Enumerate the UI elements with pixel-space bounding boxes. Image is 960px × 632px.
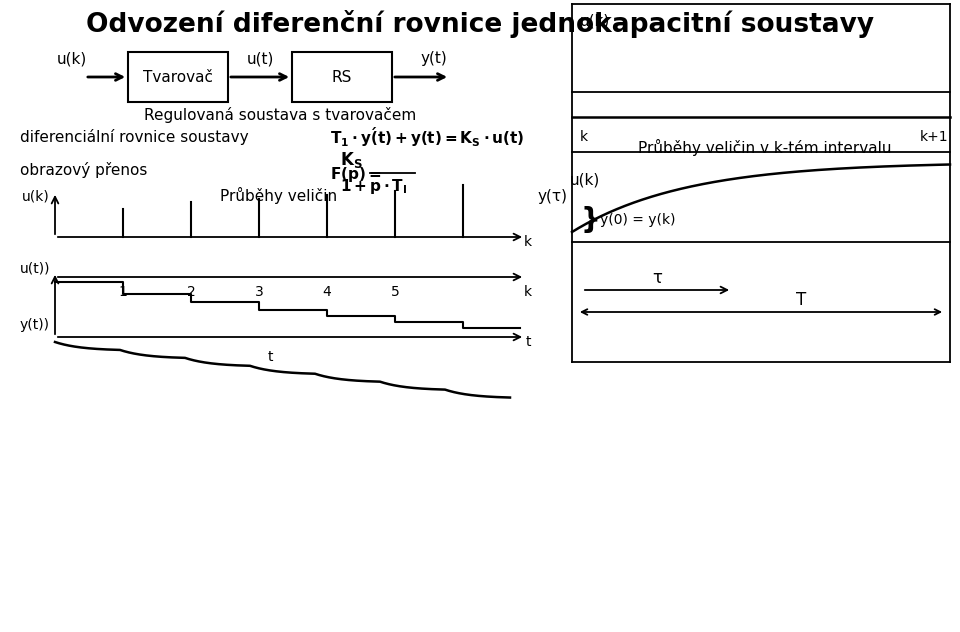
- Text: $\mathbf{K_S}$: $\mathbf{K_S}$: [340, 150, 363, 170]
- Text: $\mathbf{F(p) =}$: $\mathbf{F(p) =}$: [330, 166, 381, 185]
- Text: T: T: [796, 291, 806, 309]
- Text: 2: 2: [186, 285, 196, 299]
- Text: $\mathbf{T_1 \cdot y\'(t) + y(t) = K_S \cdot u(t)}$: $\mathbf{T_1 \cdot y\'(t) + y(t) = K_S \…: [330, 125, 524, 149]
- Text: k: k: [580, 130, 588, 144]
- Text: y(0) = y(k): y(0) = y(k): [600, 213, 676, 227]
- Text: Průběhy veličin: Průběhy veličin: [220, 186, 337, 204]
- Text: RS: RS: [332, 70, 352, 85]
- Text: Tvarovač: Tvarovač: [143, 70, 213, 85]
- Text: τ: τ: [652, 269, 662, 287]
- Text: t: t: [525, 335, 531, 349]
- Text: u(k): u(k): [57, 51, 87, 66]
- Text: u(t): u(t): [247, 51, 274, 66]
- Text: k: k: [524, 235, 532, 249]
- Text: 5: 5: [391, 285, 399, 299]
- Text: Odvození diferenční rovnice jednokapacitní soustavy: Odvození diferenční rovnice jednokapacit…: [86, 10, 874, 38]
- Text: k+1: k+1: [920, 130, 948, 144]
- Text: t: t: [267, 350, 273, 364]
- Text: y(t): y(t): [420, 51, 447, 66]
- Bar: [292, 52, 392, 102]
- Text: }: }: [580, 206, 600, 234]
- Text: y(τ): y(τ): [537, 190, 567, 205]
- Text: u(k): u(k): [580, 14, 611, 29]
- Text: obrazový přenos: obrazový přenos: [20, 162, 148, 178]
- Text: 3: 3: [254, 285, 263, 299]
- Text: 4: 4: [323, 285, 331, 299]
- Text: u(k): u(k): [22, 190, 50, 204]
- Text: u(k): u(k): [570, 173, 600, 188]
- Text: diferenciální rovnice soustavy: diferenciální rovnice soustavy: [20, 129, 249, 145]
- Text: y(t)): y(t)): [20, 318, 50, 332]
- Text: u(t)): u(t)): [19, 262, 50, 276]
- Text: Průběhy veličin v k-tém intervalu: Průběhy veličin v k-tém intervalu: [638, 138, 892, 155]
- Text: k: k: [524, 285, 532, 299]
- Text: Regulovaná soustava s tvarovačem: Regulovaná soustava s tvarovačem: [144, 107, 416, 123]
- Text: $\mathbf{1 + p \cdot T_I}$: $\mathbf{1 + p \cdot T_I}$: [340, 178, 407, 197]
- Text: 1: 1: [119, 285, 128, 299]
- Bar: [128, 52, 228, 102]
